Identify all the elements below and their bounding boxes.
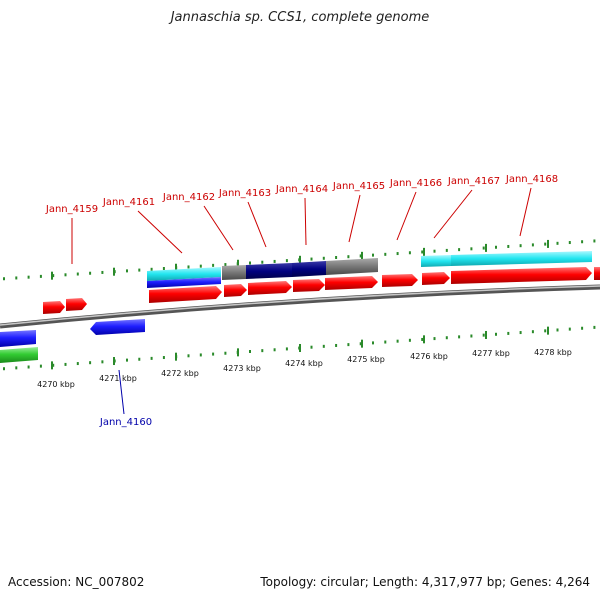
lower-tick-row [3, 325, 596, 371]
scale-label: 4273 kbp [223, 364, 261, 373]
gene-label[interactable]: Jann_4161 [102, 197, 155, 208]
scale-label: 4270 kbp [37, 380, 75, 389]
gene-leader-line [433, 189, 473, 239]
reverse-genes [0, 319, 145, 363]
gene-leader-line [396, 191, 417, 241]
gene-leader-line [203, 205, 234, 251]
scale-label: 4271 kbp [99, 374, 137, 383]
gene-arrow[interactable] [594, 267, 600, 280]
gene-leader-line [519, 187, 532, 237]
scale-label: 4275 kbp [347, 355, 385, 364]
gene-label[interactable]: Jann_4167 [447, 176, 500, 187]
feature-cyan-right-b[interactable] [451, 251, 592, 266]
gene-label[interactable]: Jann_4165 [332, 181, 385, 192]
gene-leader-line [247, 201, 267, 248]
gene-arrow[interactable] [66, 298, 87, 311]
gene-arrow[interactable] [382, 274, 418, 287]
gene-leader-line [304, 197, 307, 246]
genome-backbone [0, 284, 600, 329]
feature-navy-b[interactable] [292, 261, 326, 277]
scale-label: 4276 kbp [410, 352, 448, 361]
gene-arrow[interactable] [248, 281, 292, 295]
scale-label: 4278 kbp [534, 348, 572, 357]
scale-label: 4274 kbp [285, 359, 323, 368]
feature-navy-a[interactable] [246, 263, 292, 279]
gene-label[interactable]: Jann_4159 [45, 204, 98, 215]
feature-blue-left[interactable] [147, 277, 221, 288]
gene-arrow[interactable] [224, 284, 247, 297]
feature-cyan-right-a[interactable] [421, 255, 451, 267]
forward-gene-labels: Jann_4159 Jann_4161 Jann_4162 Jann_4163 Jann… [45, 174, 558, 264]
rna-feature[interactable] [0, 347, 38, 363]
gene-leader-line [137, 210, 183, 254]
gene-arrow[interactable] [149, 286, 222, 303]
map-title: Jannaschia sp. CCS1, complete genome [170, 10, 430, 25]
gene-label[interactable]: Jann_4164 [275, 184, 328, 195]
gene-label[interactable]: Jann_4166 [389, 178, 442, 189]
feature-cyan-left[interactable] [147, 267, 221, 281]
gene-leader-line [348, 194, 361, 243]
gene-label-reverse[interactable]: Jann_4160 [99, 417, 152, 428]
forward-genes [43, 267, 600, 314]
scale-label: 4277 kbp [472, 349, 510, 358]
gene-label[interactable]: Jann_4163 [218, 188, 271, 199]
gene-arrow-reverse[interactable] [90, 319, 145, 335]
reverse-gene-labels: Jann_4160 [99, 369, 152, 428]
gene-leader-line [118, 369, 125, 415]
feature-gray-b[interactable] [326, 258, 378, 275]
gene-arrow[interactable] [293, 279, 325, 292]
gene-arrow[interactable] [451, 267, 592, 284]
gene-arrow[interactable] [325, 276, 378, 290]
feature-gray-a[interactable] [222, 265, 246, 280]
gene-label[interactable]: Jann_4162 [162, 192, 215, 203]
gene-arrow[interactable] [422, 272, 450, 285]
scale-labels: 4270 kbp 4271 kbp 4272 kbp 4273 kbp 4274 kbp… [37, 348, 572, 389]
gene-arrow-reverse[interactable] [0, 330, 36, 347]
gene-label[interactable]: Jann_4168 [505, 174, 558, 185]
feature-band [147, 251, 592, 288]
upper-tick-row [3, 239, 596, 281]
scale-label: 4272 kbp [161, 369, 199, 378]
accession-text: Accession: NC_007802 [8, 575, 145, 589]
gene-arrow[interactable] [43, 301, 65, 314]
genome-summary-text: Topology: circular; Length: 4,317,977 bp… [260, 575, 590, 589]
